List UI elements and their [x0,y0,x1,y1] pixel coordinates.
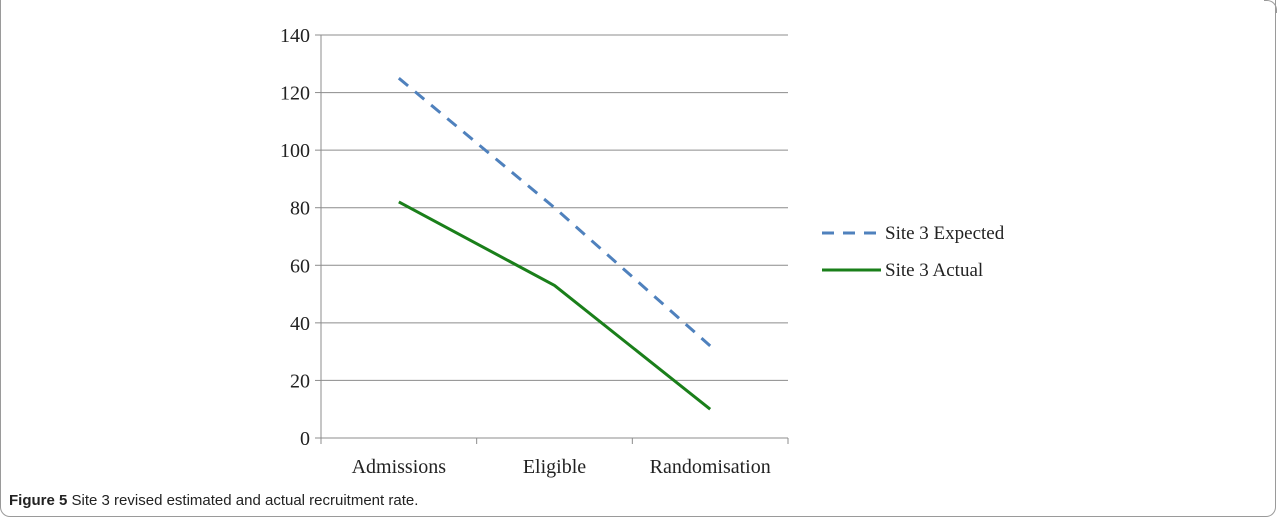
x-tick-label: Eligible [523,456,586,478]
caption-label: Figure 5 [9,492,68,509]
y-tick-label: 0 [300,428,310,450]
legend: Site 3 Expected Site 3 Actual [822,223,1005,281]
y-tick-label: 80 [290,198,310,220]
y-tick-label: 100 [280,140,310,162]
legend-label-2: Site 3 Actual [885,260,983,281]
y-tick-label: 60 [290,255,310,277]
legend-label-1: Site 3 Expected [885,223,1005,244]
y-tick-label: 140 [280,25,310,47]
y-tick-labels: 0 20 40 60 80 100 120 140 [280,25,310,450]
caption-text: Site 3 revised estimated and actual recr… [71,492,419,509]
figure-frame-corner [1264,0,1277,13]
y-tick-label: 120 [280,83,310,105]
series-line-2 [398,200,712,411]
gridlines [321,34,788,381]
x-tick-label: Admissions [352,456,447,478]
y-tick-label: 20 [290,370,310,392]
y-tick-label: 40 [290,313,310,335]
axes [315,34,789,444]
x-tick-label: Randomisation [650,456,771,478]
figure-caption: Figure 5 Site 3 revised estimated and ac… [9,492,418,509]
series-line-1 [397,77,712,348]
series-lines [397,77,712,411]
x-tick-labels: Admissions Eligible Randomisation [352,456,771,478]
